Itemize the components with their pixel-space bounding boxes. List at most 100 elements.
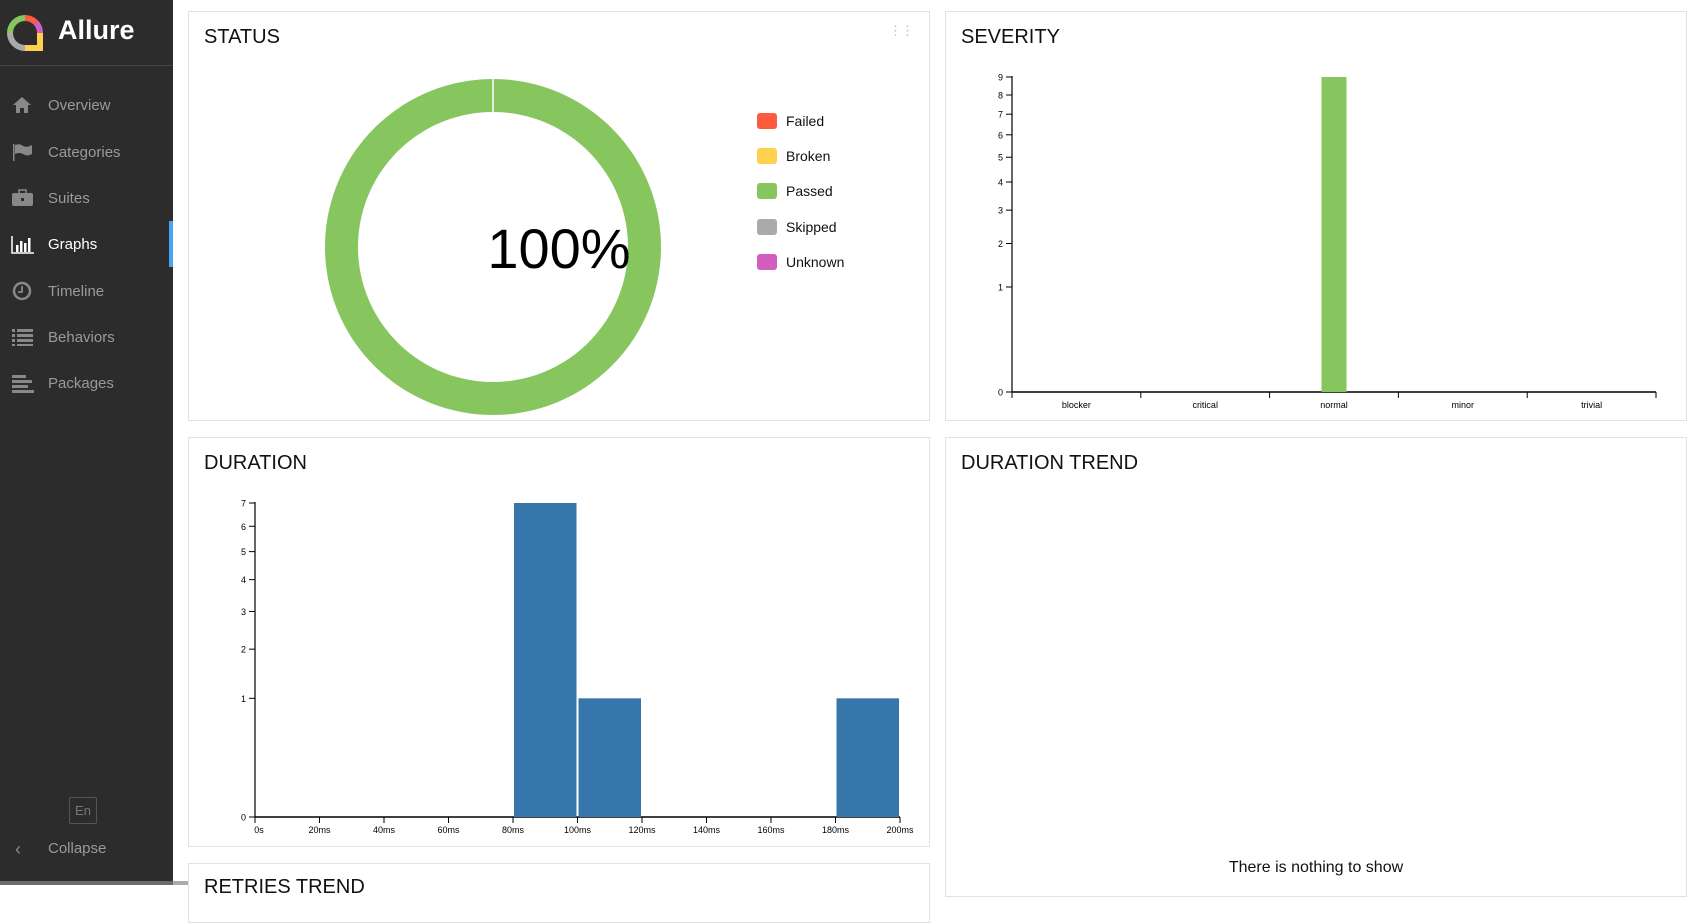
legend-label: Broken	[786, 147, 831, 164]
histogram-bar[interactable]	[578, 698, 642, 817]
x-tick-label: minor	[1452, 400, 1475, 410]
drag-handle-icon[interactable]: ⋮⋮	[889, 23, 914, 38]
y-tick-label: 0	[998, 388, 1003, 398]
collapse-label: Collapse	[48, 840, 107, 857]
sidebar-item-behaviors[interactable]: Behaviors	[0, 314, 173, 360]
duration-trend-panel: DURATION TREND There is nothing to show	[945, 437, 1687, 897]
collapse-button[interactable]: ‹ Collapse	[0, 834, 173, 864]
x-tick-label: normal	[1320, 400, 1348, 410]
sidebar-item-label: Timeline	[48, 282, 105, 300]
legend-swatch	[757, 183, 777, 200]
x-tick-label: critical	[1192, 400, 1218, 410]
y-tick-label: 5	[241, 547, 246, 557]
legend-item-passed[interactable]: Passed	[757, 174, 844, 209]
y-tick-label: 3	[241, 607, 246, 617]
x-tick-label: 80ms	[502, 825, 525, 835]
bar-chart-icon	[11, 234, 35, 254]
app-title: Allure	[58, 15, 135, 45]
legend-label: Failed	[786, 112, 825, 129]
panel-title: RETRIES TREND	[204, 876, 365, 898]
x-tick-label: trivial	[1581, 400, 1602, 410]
legend-label: Skipped	[786, 218, 837, 235]
sidebar-item-suites[interactable]: Suites	[0, 175, 173, 221]
sidebar-item-timeline[interactable]: Timeline	[0, 268, 173, 314]
y-tick-label: 4	[241, 575, 246, 585]
histogram-bar[interactable]	[836, 698, 900, 817]
empty-message: There is nothing to show	[1228, 859, 1404, 876]
y-tick-label: 2	[998, 239, 1003, 249]
x-tick-label: 200ms	[886, 825, 914, 835]
x-tick-label: 60ms	[437, 825, 460, 835]
briefcase-icon	[11, 188, 35, 208]
legend-item-failed[interactable]: Failed	[757, 103, 844, 138]
panel-title: SEVERITY	[961, 26, 1060, 48]
flag-icon	[11, 142, 35, 162]
panel-title: DURATION TREND	[961, 452, 1139, 474]
legend-swatch	[757, 147, 777, 164]
legend-item-unknown[interactable]: Unknown	[757, 244, 844, 279]
x-tick-label: 180ms	[822, 825, 850, 835]
x-tick-label: 100ms	[564, 825, 592, 835]
sidebar-item-overview[interactable]: Overview	[0, 82, 173, 128]
legend-swatch	[757, 112, 777, 129]
x-tick-label: 40ms	[373, 825, 396, 835]
legend-item-skipped[interactable]: Skipped	[757, 209, 844, 244]
chevron-left-icon: ‹	[15, 839, 21, 859]
x-tick-label: 20ms	[308, 825, 331, 835]
logo[interactable]: Allure	[0, 0, 173, 66]
y-tick-label: 7	[998, 110, 1003, 120]
sidebar-item-label: Packages	[48, 374, 114, 392]
panel-title: STATUS	[204, 26, 280, 48]
x-tick-label: 0s	[254, 825, 264, 835]
status-legend: Failed Broken Passed Skipped Unknown	[757, 103, 844, 279]
status-percent-label: 100%	[487, 217, 631, 280]
y-tick-label: 8	[998, 91, 1003, 101]
x-tick-label: blocker	[1062, 400, 1091, 410]
y-tick-label: 6	[241, 522, 246, 532]
horizontal-scrollbar[interactable]	[0, 881, 220, 885]
severity-panel: SEVERITY 0 1 2 3 4 5 6 7 8 9 blocker critical normal…	[945, 11, 1687, 421]
histogram-bar[interactable]	[514, 503, 577, 817]
y-tick-label: 4	[998, 178, 1003, 188]
y-tick-label: 7	[241, 499, 246, 509]
align-left-icon	[11, 373, 35, 393]
legend-label: Passed	[786, 183, 833, 200]
sidebar-item-label: Suites	[48, 189, 90, 207]
severity-bar-chart: 0 1 2 3 4 5 6 7 8 9 blocker critical normal minor triv…	[998, 73, 1657, 410]
sidebar-item-packages[interactable]: Packages	[0, 360, 173, 406]
bar-normal[interactable]	[1321, 77, 1347, 392]
legend-swatch	[757, 218, 777, 235]
status-donut-chart	[324, 79, 661, 416]
y-tick-label: 0	[241, 813, 246, 823]
status-panel: STATUS ⋮⋮ 100% Failed Broken Passed Skipped…	[188, 11, 930, 421]
legend-swatch	[757, 253, 777, 270]
x-tick-label: 120ms	[628, 825, 656, 835]
y-tick-label: 3	[998, 206, 1003, 216]
list-icon	[11, 327, 35, 347]
legend-label: Unknown	[786, 253, 845, 270]
y-tick-label: 9	[998, 73, 1003, 83]
y-tick-label: 2	[241, 645, 246, 655]
sidebar-item-label: Categories	[48, 143, 121, 161]
x-tick-label: 140ms	[693, 825, 721, 835]
duration-histogram: 0 1 2 3 4 5 6 7 0s 20ms 40ms 60ms 80ms 100ms 120ms 140m…	[241, 499, 914, 836]
language-button[interactable]: En	[69, 797, 97, 824]
y-tick-label: 6	[998, 130, 1003, 140]
sidebar-item-label: Behaviors	[48, 328, 115, 346]
panel-title: DURATION	[204, 452, 307, 474]
y-tick-label: 1	[241, 694, 246, 704]
y-tick-label: 1	[998, 283, 1003, 293]
sidebar: Allure Overview Categories Suites Graphs Tim…	[0, 0, 220, 885]
sidebar-item-categories[interactable]: Categories	[0, 129, 173, 175]
sidebar-item-graphs[interactable]: Graphs	[0, 221, 173, 267]
duration-panel: DURATION 0 1 2 3 4 5 6 7 0s 20ms 40ms 60ms 80ms 100ms…	[188, 437, 930, 847]
y-tick-label: 5	[998, 153, 1003, 163]
clock-icon	[11, 281, 35, 301]
retries-trend-panel: RETRIES TREND	[188, 863, 930, 923]
sidebar-item-label: Graphs	[48, 235, 98, 253]
legend-item-broken[interactable]: Broken	[757, 138, 844, 173]
sidebar-item-label: Overview	[48, 96, 111, 114]
allure-logo-icon	[7, 15, 43, 51]
home-icon	[11, 95, 35, 115]
x-tick-label: 160ms	[757, 825, 785, 835]
